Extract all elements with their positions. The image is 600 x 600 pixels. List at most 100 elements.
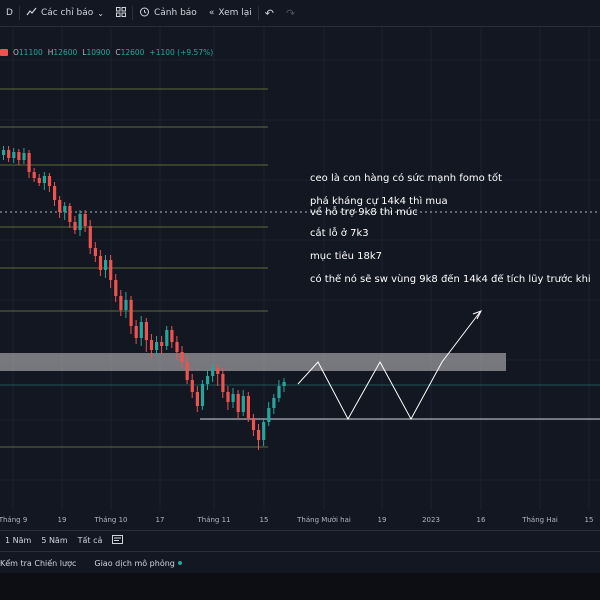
candle-body: [200, 384, 205, 406]
screenshot-button[interactable]: [107, 534, 128, 546]
candle-body: [180, 352, 184, 362]
bottom-panel-tabs: Kểm tra Chiến lược Giao dịch mô phỏng: [0, 551, 600, 574]
candle-body: [37, 178, 41, 183]
annotation-text[interactable]: có thể nó sẽ sw vùng 9k8 đến 14k4 để tíc…: [310, 274, 591, 285]
bottom-strip: [0, 573, 600, 600]
candle-body: [257, 430, 261, 440]
candle-body: [119, 296, 123, 310]
time-axis-label: 19: [377, 516, 387, 524]
symbol-color-marker: [0, 49, 8, 56]
undo-button[interactable]: ↶: [259, 0, 280, 26]
annotation-text[interactable]: cắt lỗ ở 7k3: [310, 228, 369, 239]
ohlc-legend: O11100 H12600 L10900 C12600 +1100 (+9.57…: [0, 48, 213, 57]
low-value: 10900: [86, 48, 111, 57]
candle-body: [114, 280, 118, 296]
candle-body: [272, 398, 276, 408]
candle-body: [267, 408, 271, 422]
candle-body: [53, 186, 57, 200]
redo-button[interactable]: ↷: [280, 0, 301, 26]
close-key: C: [115, 48, 121, 57]
tab-strategy-tester[interactable]: Kểm tra Chiến lược: [0, 558, 77, 568]
candle-body: [236, 394, 240, 412]
candle-body: [190, 380, 194, 392]
candle-body: [165, 330, 169, 346]
resistance-zone: [0, 353, 506, 371]
indicators-button[interactable]: Các chỉ báo ⌄: [20, 0, 110, 26]
candle-body: [262, 422, 266, 440]
candle-body: [216, 368, 220, 374]
candle-body: [221, 374, 225, 392]
redo-icon: ↷: [286, 6, 296, 20]
candle-body: [27, 153, 31, 172]
candle-body: [155, 342, 159, 350]
price-chart[interactable]: [0, 0, 600, 510]
candle-body: [226, 392, 230, 402]
candle-body: [149, 340, 154, 350]
candle-body: [12, 152, 16, 158]
chart-line-icon: [26, 7, 37, 20]
high-value: 12600: [53, 48, 78, 57]
tab-paper-trading-label: Giao dịch mô phỏng: [94, 558, 175, 568]
time-axis[interactable]: Tháng 9 19 Tháng 10 17 Tháng 11 15 Tháng…: [0, 510, 600, 530]
time-axis-label: 15: [259, 516, 269, 524]
annotation-text[interactable]: mục tiêu 18k7: [310, 251, 383, 262]
screenshot-icon: [112, 534, 124, 544]
candle-body: [98, 256, 103, 270]
alert-button[interactable]: Cảnh báo: [133, 0, 203, 26]
time-axis-label: 17: [155, 516, 165, 524]
open-key: O: [13, 48, 19, 57]
candle-body: [78, 214, 82, 230]
range-5y-button[interactable]: 5 Năm: [41, 535, 68, 545]
time-axis-label: Tháng 9: [0, 516, 28, 524]
alert-label: Cảnh báo: [154, 8, 197, 18]
time-axis-label: 19: [57, 516, 67, 524]
candle-body: [73, 222, 77, 230]
candle-body: [47, 176, 52, 186]
toolbar-divider: [257, 6, 259, 20]
tab-paper-trading[interactable]: Giao dịch mô phỏng: [94, 559, 182, 568]
projection-path: [297, 311, 481, 421]
undo-icon: ↶: [264, 6, 274, 20]
time-axis-label: Tháng 10: [94, 516, 128, 524]
chart-grid: [0, 26, 600, 510]
time-axis-label: 15: [584, 516, 594, 524]
range-all-button[interactable]: Tất cả: [77, 535, 103, 545]
candle-body: [124, 300, 128, 310]
candle-body: [58, 200, 62, 212]
candle-body: [63, 206, 67, 212]
templates-button[interactable]: [110, 0, 132, 26]
candle-body: [104, 260, 108, 270]
candle-body: [144, 322, 148, 340]
annotation-text[interactable]: về hỗ trợ 9k8 thì múc: [310, 207, 418, 218]
indicators-label: Các chỉ báo: [40, 8, 94, 18]
projection-arrowhead: [472, 310, 483, 320]
replay-label: Xem lại: [218, 8, 252, 18]
candle-body: [185, 362, 189, 380]
candle-body: [22, 153, 26, 160]
high-key: H: [47, 48, 54, 57]
toolbar-divider: [18, 6, 20, 20]
candle-body: [68, 206, 72, 222]
interval-button[interactable]: D: [0, 0, 19, 26]
candle-body: [7, 150, 11, 158]
annotation-text[interactable]: ceo là con hàng có sức mạnh fomo tốt: [310, 173, 502, 184]
candle-body: [139, 322, 143, 338]
interval-label: D: [6, 8, 13, 18]
replay-button[interactable]: « Xem lại: [203, 0, 258, 26]
candle-body: [211, 368, 215, 376]
candle-body: [134, 326, 138, 338]
open-value: 11100: [18, 48, 43, 57]
candle-body: [170, 330, 174, 342]
candle-body: [88, 226, 92, 248]
horizontal-levels: [0, 88, 268, 448]
rewind-icon: «: [208, 8, 215, 18]
close-value: 12600: [120, 48, 145, 57]
annotation-text[interactable]: phá kháng cự 14k4 thì mua: [310, 196, 448, 207]
candle-body: [109, 260, 113, 280]
range-1y-button[interactable]: 1 Năm: [5, 535, 32, 545]
time-axis-label: Tháng 11: [197, 516, 231, 524]
candle-body: [42, 176, 46, 183]
time-axis-label: 2023: [422, 516, 440, 524]
candle-body: [17, 152, 21, 160]
candle-body: [195, 392, 199, 406]
